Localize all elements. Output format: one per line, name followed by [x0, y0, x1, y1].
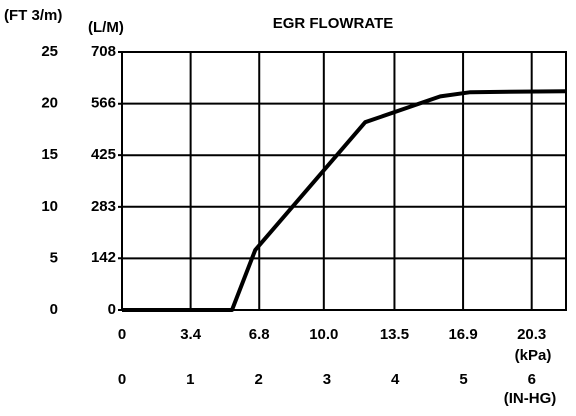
chart-title: EGR FLOWRATE	[273, 15, 394, 32]
x-tick-label: 5	[459, 371, 467, 388]
x2-tick-label: 13.5	[380, 326, 409, 343]
x2-tick-label: 10.0	[309, 326, 338, 343]
data-line	[122, 89, 567, 312]
y2-tick-label: 566	[91, 95, 116, 112]
y-tick-label: 5	[50, 249, 58, 266]
x2-tick-label: 0	[118, 326, 126, 343]
x2-tick-label: 3.4	[180, 326, 202, 343]
x-tick-label: 1	[186, 371, 194, 388]
x-tick-label: 6	[528, 371, 536, 388]
y-tick-label: 0	[50, 301, 58, 318]
x2-tick-label: 6.8	[249, 326, 270, 343]
x2-axis-label: (kPa)	[515, 347, 552, 364]
y-tick-label: 15	[41, 146, 58, 163]
x-tick-label: 4	[391, 371, 400, 388]
x-tick-label: 2	[254, 371, 262, 388]
y2-tick-label: 142	[91, 249, 116, 266]
y2-tick-label: 425	[91, 146, 116, 163]
x2-tick-label: 20.3	[517, 326, 546, 343]
y-tick-label: 10	[41, 198, 58, 215]
y-tick-label: 25	[41, 43, 58, 60]
x2-tick-label: 16.9	[448, 326, 477, 343]
y-axis-label: (FT 3/m)	[4, 7, 62, 24]
x-axis-label: (IN-HG)	[504, 390, 557, 407]
y2-axis-label: (L/M)	[88, 19, 124, 36]
x-tick-label: 0	[118, 371, 126, 388]
y2-tick-label: 283	[91, 198, 116, 215]
y2-tick-label: 0	[108, 301, 116, 318]
x-tick-label: 3	[323, 371, 331, 388]
y2-tick-label: 708	[91, 43, 116, 60]
y-tick-label: 20	[41, 95, 58, 112]
